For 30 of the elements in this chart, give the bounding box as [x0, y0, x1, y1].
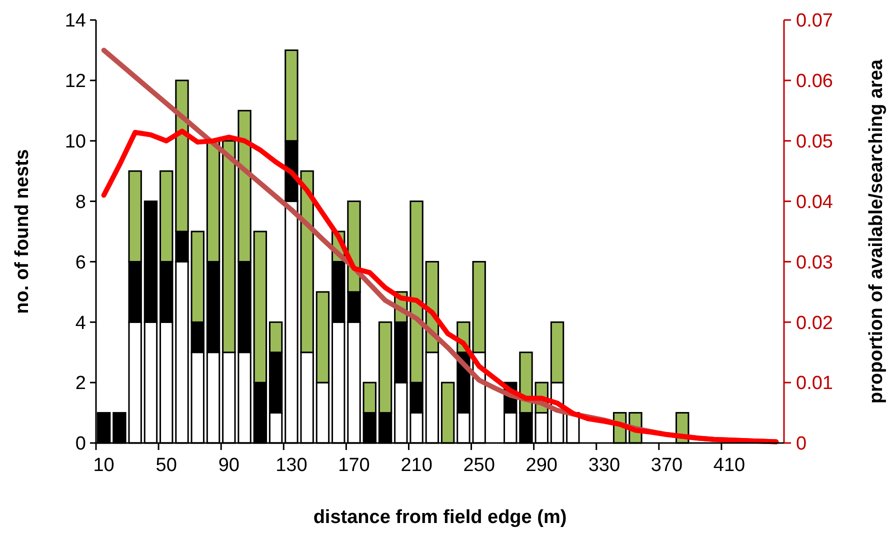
- x-tick-label: 130: [276, 455, 308, 476]
- x-tick-label: 90: [218, 455, 240, 476]
- x-tick-label: 210: [400, 455, 432, 476]
- y2-tick-label: 0.02: [796, 312, 833, 334]
- y-tick-label: 4: [75, 312, 86, 334]
- y2-tick-label: 0.04: [796, 192, 834, 213]
- y-tick-label: 8: [75, 192, 86, 213]
- x-tick-label: 50: [156, 455, 177, 476]
- x-tick-label: 170: [338, 455, 370, 476]
- x-tick-label: 250: [463, 455, 495, 476]
- y-tick-label: 2: [75, 373, 86, 394]
- x-tick-label: 290: [526, 455, 558, 476]
- y-tick-label: 10: [64, 132, 86, 153]
- y2-tick-label: 0.05: [796, 132, 833, 153]
- y2-tick-label: 0.03: [796, 252, 833, 274]
- x-tick-label: 410: [713, 455, 746, 476]
- y-tick-label: 12: [64, 71, 86, 92]
- y2-tick-label: 0.01: [796, 373, 833, 394]
- x-tick-label: 330: [588, 455, 620, 476]
- y-tick-label: 14: [64, 10, 86, 32]
- x-tick-label: 370: [650, 455, 683, 476]
- y2-tick-label: 0.07: [796, 10, 833, 32]
- y2-tick-label: 0.06: [796, 71, 833, 92]
- x-axis-title: distance from field edge (m): [313, 507, 567, 528]
- y2-axis-title: proportion of available/searching area: [866, 58, 887, 404]
- x-tick-label: 10: [93, 455, 114, 476]
- y-axis-title: no. of found nests: [12, 149, 33, 314]
- y-tick-label: 6: [75, 252, 86, 274]
- y2-tick-label: 0: [796, 434, 807, 455]
- y-tick-label: 0: [75, 434, 86, 455]
